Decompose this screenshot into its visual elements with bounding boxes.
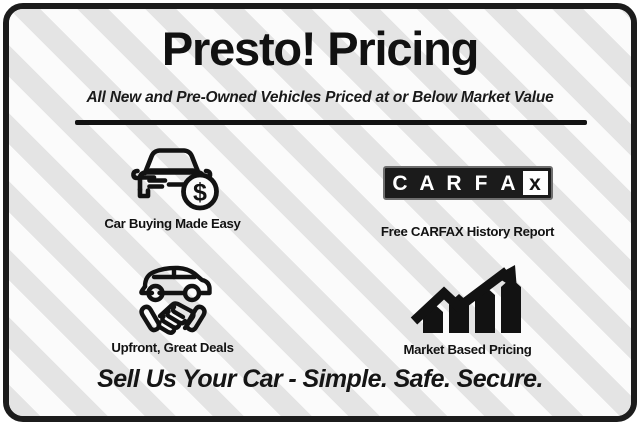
feature-upfront-deals: Upfront, Great Deals: [25, 251, 320, 367]
banner-frame: Presto! Pricing All New and Pre-Owned Ve…: [3, 3, 637, 422]
feature-market-pricing: Market Based Pricing: [320, 251, 615, 367]
car-handshake-icon: [121, 261, 225, 337]
banner-tagline: Sell Us Your Car - Simple. Safe. Secure.: [97, 365, 543, 393]
banner-title: Presto! Pricing: [161, 22, 480, 75]
diagonal-stripe-background: [9, 9, 631, 416]
carfax-letter-r: R: [441, 171, 467, 195]
feature-carfax: C A R F A x Free CARFAX History Report: [320, 135, 615, 251]
feature-caption: Market Based Pricing: [403, 342, 532, 357]
carfax-logo: C A R F A x: [382, 145, 553, 221]
feature-grid: $ Car Buying Made Easy C A R F A: [25, 135, 615, 367]
carfax-letter-c: C: [387, 171, 413, 195]
banner-content: Presto! Pricing All New and Pre-Owned Ve…: [9, 9, 631, 416]
feature-caption: Car Buying Made Easy: [104, 216, 241, 231]
growth-bar-chart-arrow-icon: [409, 263, 527, 339]
header-divider: [75, 120, 587, 125]
carfax-letter-x: x: [522, 171, 548, 195]
feature-car-buying: $ Car Buying Made Easy: [25, 135, 320, 251]
carfax-letter-a2: A: [495, 171, 521, 195]
feature-caption: Upfront, Great Deals: [111, 340, 234, 355]
car-front-dollar-icon: $: [121, 137, 225, 213]
carfax-letter-f: F: [468, 171, 494, 195]
banner-subtitle: All New and Pre-Owned Vehicles Priced at…: [86, 89, 554, 106]
carfax-letter-a1: A: [414, 171, 440, 195]
feature-caption: Free CARFAX History Report: [380, 224, 555, 239]
svg-text:$: $: [193, 179, 207, 207]
